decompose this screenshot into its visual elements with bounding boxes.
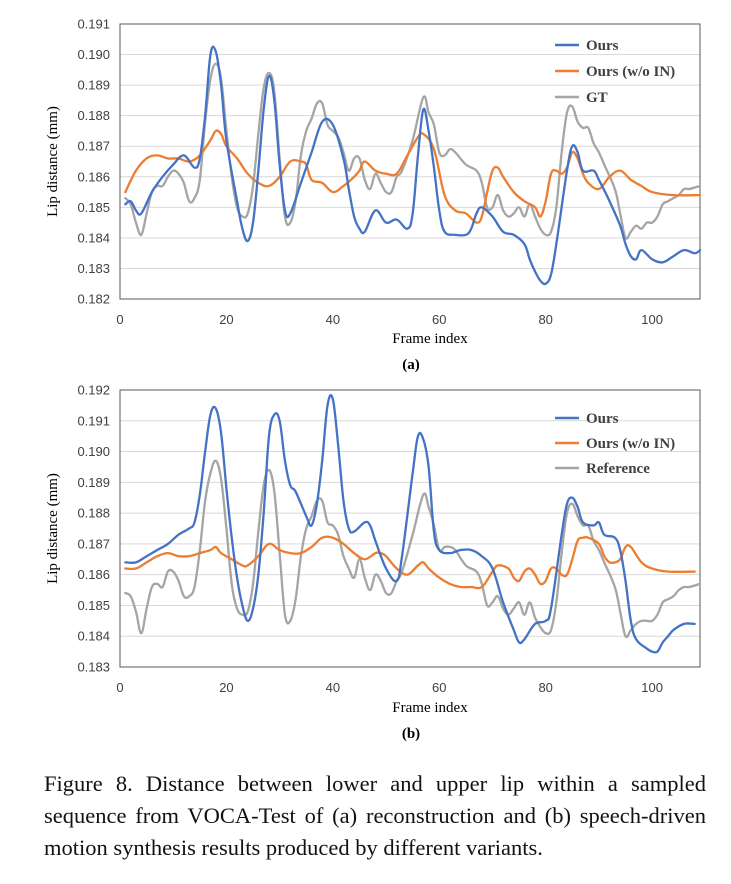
y-tick-label: 0.190 — [77, 47, 110, 62]
x-axis-title: Frame index — [392, 331, 468, 347]
legend-label: Reference — [586, 461, 650, 477]
x-tick-label: 60 — [432, 680, 446, 695]
y-tick-label: 0.189 — [77, 78, 110, 93]
series-line-ours — [124, 393, 696, 654]
x-tick-label: 80 — [538, 680, 552, 695]
y-axis-title: Lip distance (mm) — [45, 473, 61, 584]
x-axis-title: Frame index — [392, 700, 468, 716]
y-tick-label: 0.183 — [77, 660, 110, 675]
x-tick-label: 80 — [538, 312, 552, 327]
y-tick-label: 0.189 — [77, 475, 110, 490]
y-tick-label: 0.186 — [77, 567, 110, 582]
x-tick-label: 40 — [326, 680, 340, 695]
series-line-gt — [124, 62, 702, 240]
x-tick-label: 40 — [326, 312, 340, 327]
y-tick-label: 0.188 — [77, 108, 110, 123]
chart-a: 0.182 0.183 0.184 0.185 0.186 0.187 0.188 0.189… — [45, 17, 702, 373]
y-tick-label: 0.183 — [77, 261, 110, 276]
series-line-ours — [124, 45, 702, 286]
y-axis-title: Lip distance (mm) — [45, 106, 61, 217]
y-tick-label: 0.187 — [77, 139, 110, 154]
x-tick-label: 20 — [219, 680, 233, 695]
y-tick-label: 0.184 — [77, 629, 110, 644]
legend-label: GT — [586, 90, 608, 106]
panel-label: (b) — [402, 726, 420, 742]
x-tick-label: 100 — [641, 312, 663, 327]
y-tick-label: 0.186 — [77, 169, 110, 184]
y-tick-label: 0.192 — [77, 383, 110, 398]
chart-b: 0.183 0.184 0.185 0.186 0.187 0.188 0.189 0.190… — [45, 383, 702, 742]
y-tick-label: 0.182 — [77, 292, 110, 307]
y-tick-label: 0.185 — [77, 598, 110, 613]
legend-label: Ours — [586, 38, 619, 54]
y-tick-label: 0.190 — [77, 444, 110, 459]
y-tick-label: 0.188 — [77, 506, 110, 521]
y-tick-label: 0.185 — [77, 200, 110, 215]
panel-label: (a) — [402, 357, 420, 373]
y-tick-label: 0.184 — [77, 230, 110, 245]
x-tick-label: 0 — [116, 312, 123, 327]
y-tick-label: 0.191 — [77, 17, 110, 32]
x-tick-label: 0 — [116, 680, 123, 695]
plot-area-border — [119, 23, 701, 300]
figure-caption: Figure 8. Distance between lower and upp… — [44, 771, 706, 860]
series-line-ours-w-o-in — [124, 535, 696, 590]
legend-label: Ours (w/o IN) — [586, 64, 675, 80]
legend-label: Ours — [586, 411, 619, 427]
plot-area-border — [119, 389, 701, 668]
x-tick-label: 100 — [641, 680, 663, 695]
y-tick-label: 0.187 — [77, 536, 110, 551]
x-tick-label: 60 — [432, 312, 446, 327]
legend-label: Ours (w/o IN) — [586, 436, 675, 452]
y-tick-label: 0.191 — [77, 413, 110, 428]
x-tick-label: 20 — [219, 312, 233, 327]
